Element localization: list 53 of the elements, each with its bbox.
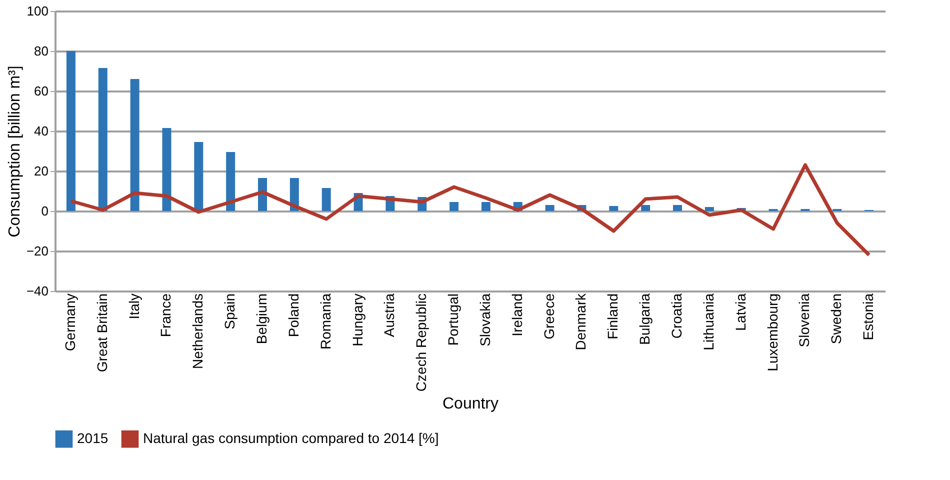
y-tick-label: −40 [26, 284, 48, 298]
bar [609, 206, 618, 211]
bar [673, 205, 682, 211]
y-tick-label: 20 [34, 164, 48, 178]
x-tick-label: Slovakia [476, 293, 493, 346]
y-tick-label: 60 [34, 84, 48, 98]
x-tick-label: Croatia [668, 293, 684, 339]
bar [450, 202, 459, 211]
y-tick-label: 40 [34, 124, 48, 138]
y-axis-title: Consumption [billion m³] [6, 66, 24, 238]
bar [545, 205, 554, 211]
x-tick-label: Austria [381, 293, 398, 338]
x-tick-label: Great Britain [94, 294, 110, 372]
x-tick-label: Bulgaria [636, 293, 653, 345]
x-tick-label: Sweden [828, 294, 844, 344]
bar [162, 128, 172, 211]
x-tick-label: Portugal [445, 294, 462, 346]
bar [98, 68, 108, 211]
x-tick-label: Czech Republic [413, 294, 430, 392]
x-tick-label: Finland [604, 294, 621, 340]
y-tick-label: −20 [26, 244, 48, 258]
legend-label: Natural gas consumption compared to 2014 [%] [143, 430, 439, 446]
line-series [69, 163, 871, 257]
x-tick-label: Latvia [732, 293, 748, 331]
x-tick-label: Hungary [349, 294, 366, 346]
bar [704, 207, 714, 211]
bar [66, 51, 76, 211]
x-axis-title: Country [442, 396, 499, 413]
y-tick-label: 0 [41, 204, 48, 218]
bar [226, 152, 236, 211]
x-tick-label: Spain [222, 294, 238, 330]
x-tick-label: Ireland [508, 294, 525, 336]
bar [130, 79, 140, 211]
legend-label: 2015 [77, 430, 108, 446]
x-tick-label: Italy [126, 294, 142, 320]
x-tick-label: Greece [540, 293, 557, 340]
x-tick-label: Poland [285, 294, 302, 338]
x-tick-label: Netherlands [190, 294, 206, 369]
bar [481, 202, 490, 211]
x-tick-label: Denmark [572, 292, 589, 350]
x-tick-label: Germany [62, 294, 78, 352]
bar [194, 142, 204, 211]
bar [641, 205, 650, 211]
x-tick-label: Belgium [254, 294, 270, 344]
y-tick-label: 80 [34, 44, 48, 58]
x-tick-label: Estonia [860, 293, 876, 340]
bar [322, 188, 331, 211]
x-tick-label: Slovenia [796, 293, 812, 348]
y-tick-label: 100 [26, 4, 48, 18]
x-tick-label: Lithuania [700, 293, 716, 350]
x-tick-label: Luxembourg [764, 294, 780, 372]
x-tick-label: Romania [317, 293, 334, 350]
x-tick-label: France [158, 293, 174, 338]
